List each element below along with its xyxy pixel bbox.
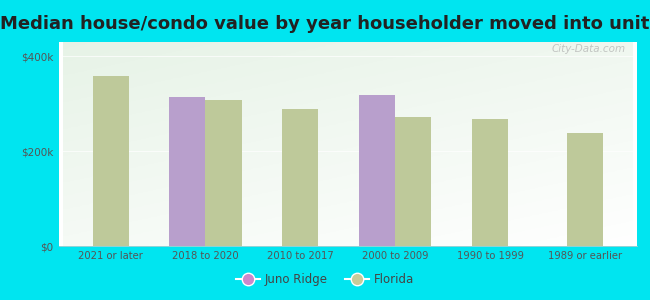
Bar [395, 117, 431, 246]
Bar [472, 119, 508, 246]
Text: Median house/condo value by year householder moved into unit: Median house/condo value by year househo… [0, 15, 650, 33]
Bar [359, 95, 395, 246]
Bar [282, 110, 318, 246]
Text: City-Data.com: City-Data.com [551, 44, 625, 54]
Bar [205, 100, 242, 246]
Bar [170, 97, 205, 246]
Legend: Juno Ridge, Florida: Juno Ridge, Florida [231, 269, 419, 291]
Bar [93, 76, 129, 246]
Bar [567, 133, 603, 246]
